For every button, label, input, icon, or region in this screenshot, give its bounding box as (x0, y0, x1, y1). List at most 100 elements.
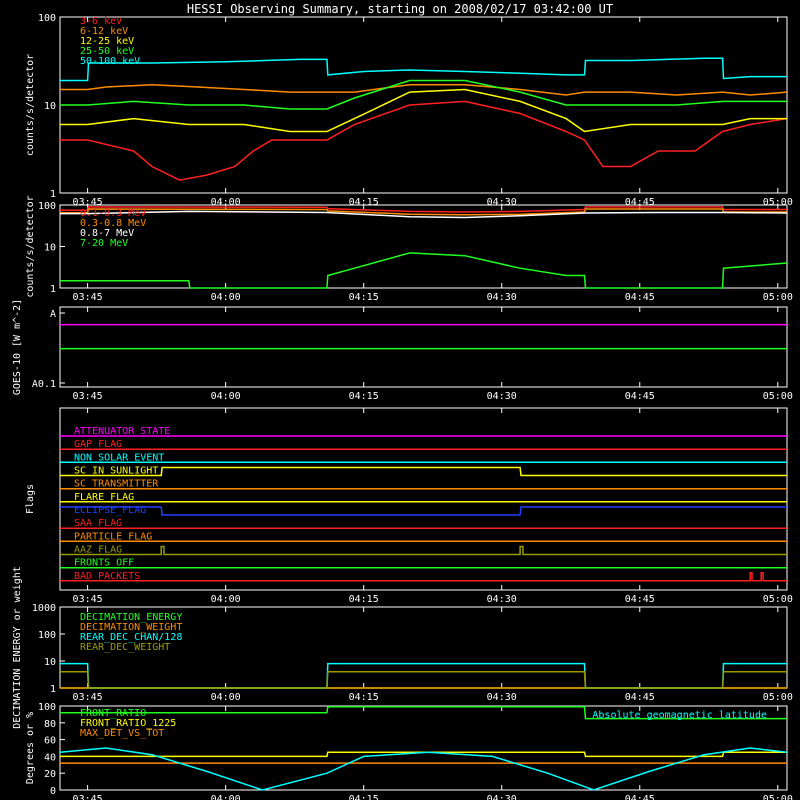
series-line (60, 466, 787, 477)
x-tick-label: 04:30 (487, 292, 517, 303)
x-tick-label: 04:15 (349, 391, 379, 402)
legend-entry: 0.3-0.8 MeV (80, 218, 146, 229)
x-tick-label: 04:00 (211, 391, 241, 402)
x-tick-label: 04:15 (349, 794, 379, 800)
panel-frame (59, 407, 788, 591)
series-line (60, 208, 787, 216)
flag-label: FRONTS_OFF (74, 558, 134, 569)
legend-entry: DECIMATION_ENERGY (80, 612, 182, 623)
y-axis-label: Degrees or % (25, 712, 36, 784)
flag-label: SC_TRANSMITTER (74, 479, 159, 490)
x-tick-label: 04:45 (625, 594, 655, 605)
legend-entry: FRONT_RATIO_1225 (80, 718, 176, 729)
x-tick-label: 05:00 (763, 292, 793, 303)
series-line (60, 57, 787, 82)
series-line (60, 545, 787, 556)
x-tick-label: 04:45 (625, 794, 655, 800)
flag-label: GAP_FLAG (74, 439, 122, 450)
x-tick-label: 04:15 (349, 692, 379, 703)
x-tick-label: 03:45 (73, 594, 103, 605)
x-tick-label: 03:45 (73, 292, 103, 303)
x-tick-label: 04:30 (487, 197, 517, 208)
legend-entry: 25-50 keV (80, 46, 134, 57)
x-tick-label: 04:45 (625, 692, 655, 703)
x-tick-label: 04:00 (211, 594, 241, 605)
y-tick-label: 100 (38, 630, 56, 641)
legend-entry: MAX_DET_VS_TOT (80, 728, 164, 739)
legend-entry: 0.8-7 MeV (80, 228, 134, 239)
x-tick-label: 04:30 (487, 692, 517, 703)
legend-entry: DECIMATION_WEIGHT (80, 622, 182, 633)
legend-entry: 12-25 keV (80, 36, 134, 47)
x-tick-label: 04:15 (349, 292, 379, 303)
series-line (60, 506, 787, 516)
legend-entry: 6-12 keV (80, 26, 128, 37)
legend-entry: 3-6 keV (80, 16, 122, 27)
x-tick-label: 03:45 (73, 391, 103, 402)
y-tick-label: 1000 (32, 603, 56, 614)
flag-label: NON_SOLAR_EVENT (74, 452, 164, 463)
series-line (60, 751, 787, 758)
x-tick-label: 03:45 (73, 794, 103, 800)
panel-frame (59, 705, 788, 791)
series-line (60, 206, 787, 213)
flag-label: ATTENUATOR_STATE (74, 426, 170, 437)
series-line (60, 572, 787, 582)
x-tick-label: 04:30 (487, 594, 517, 605)
x-tick-label: 03:45 (73, 692, 103, 703)
flag-label: SC_IN_SUNLIGHT (74, 466, 158, 477)
panel-flags: Flags03:4504:0004:1504:3004:4505:0005:15… (25, 407, 793, 605)
y-tick-label: 80 (44, 719, 56, 730)
annotation: Absolute geomagnetic latitude (592, 710, 767, 721)
series-line (59, 747, 788, 791)
x-tick-label: 04:00 (211, 794, 241, 800)
x-tick-label: 05:00 (763, 692, 793, 703)
y-axis-label: DECIMATION ENERGY or weight (12, 566, 23, 729)
legend-entry: 50-100 keV (80, 56, 140, 67)
x-tick-label: 04:00 (211, 197, 241, 208)
x-tick-label: 04:45 (625, 391, 655, 402)
y-tick-label: 10 (44, 101, 56, 112)
y-tick-label: 1 (50, 189, 56, 200)
y-tick-label: 100 (38, 13, 56, 24)
y-axis-label: GOES-10 [W m^-2] (12, 299, 23, 395)
chart-title: HESSI Observing Summary, starting on 200… (187, 2, 613, 16)
y-axis-label: counts/s/detector (25, 54, 36, 156)
x-tick-label: 04:30 (487, 391, 517, 402)
panel-lowE: 1 10 100 counts/s/detector 03:45 04:00 04:15 04… (25, 13, 793, 208)
y-tick-label: 10 (44, 243, 56, 254)
flag-label: ECLIPSE_FLAG (74, 505, 146, 516)
series-line (60, 670, 787, 689)
flag-label: PARTICLE_FLAG (74, 531, 152, 542)
panel-decimation: 1 10 100 1000 DECIMATION ENERGY or weight 03:… (12, 566, 793, 729)
legend-entry: 7-20 MeV (80, 238, 128, 249)
x-tick-label: 05:00 (763, 391, 793, 402)
y-axis-label: counts/s/detector (25, 195, 36, 297)
y-tick-label: 10 (44, 657, 56, 668)
panel-goes: A0.1 A GOES-10 [W m^-2] 03:45 04:00 04:15 04:3… (12, 299, 793, 402)
y-tick-label: 1 (50, 284, 56, 295)
series-line (60, 100, 788, 181)
legend-entry: REAR_DEC_CHAN/128 (80, 632, 182, 643)
flag-label: SAA_FLAG (74, 518, 122, 529)
y-tick-label: 100 (38, 201, 56, 212)
y-axis-label: Flags (25, 484, 36, 514)
legend-entry: REAR_DEC_WEIGHT (80, 642, 170, 653)
y-tick-label: 1 (50, 684, 56, 695)
x-tick-label: 03:45 (73, 197, 103, 208)
flag-label: BAD_PACKETS (74, 571, 140, 582)
panel-frame (59, 306, 788, 388)
series-line (60, 706, 787, 720)
y-tick-label: A (50, 309, 56, 320)
y-tick-label: 60 (44, 736, 56, 747)
y-tick-label: 40 (44, 752, 56, 763)
series-line (60, 83, 788, 96)
flag-label: FLARE_FLAG (74, 492, 134, 503)
legend-entry: FRONT_RATIO (80, 708, 146, 719)
x-tick-label: 04:00 (211, 692, 241, 703)
x-tick-label: 04:45 (625, 197, 655, 208)
x-tick-label: 04:15 (349, 197, 379, 208)
